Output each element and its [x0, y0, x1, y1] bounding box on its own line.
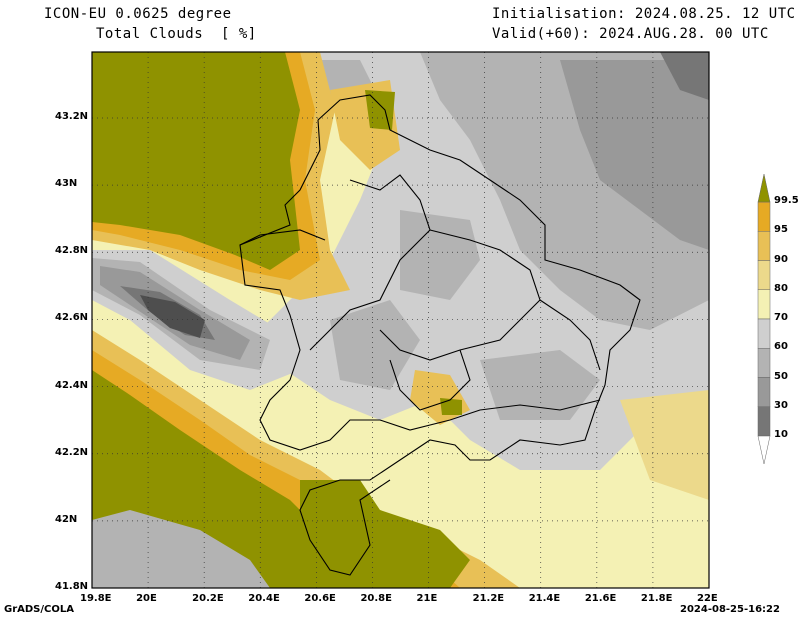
colorbar-min-arrow — [757, 435, 771, 465]
lon-tick-label: 21.8E — [640, 593, 673, 604]
colorbar-max-arrow — [757, 173, 771, 203]
colorbar-label: 99.5 — [774, 195, 799, 206]
lat-tick-label: 42N — [55, 513, 78, 525]
lat-tick-label: 42.6N — [55, 312, 89, 324]
colorbar-segment — [757, 260, 771, 290]
admin-borders — [239, 94, 641, 576]
lon-tick-label: 22E — [697, 593, 718, 604]
colorbar-label: 70 — [774, 312, 788, 323]
lon-tick-label: 21E — [416, 593, 438, 604]
lon-tick-label: 20.2E — [192, 593, 224, 604]
colorbar-segment — [757, 289, 771, 320]
model-title: ICON-EU 0.0625 degree — [44, 6, 232, 22]
lat-tick-label: 42.2N — [55, 446, 89, 458]
lon-tick-label: 20.6E — [304, 593, 336, 604]
lon-tick-label: 21.2E — [472, 593, 505, 604]
lat-tick-label: 43.2N — [55, 111, 89, 122]
valid-time: Valid(+60): 2024.AUG.28. 00 UTC — [492, 26, 769, 42]
lat-tick-label: 42.4N — [55, 379, 89, 391]
lon-tick-label: 19.8E — [80, 593, 112, 604]
map-frame — [91, 51, 710, 589]
lon-tick-label: 20E — [136, 593, 157, 604]
colorbar-label: 10 — [774, 429, 788, 440]
lon-tick-label: 21.4E — [528, 593, 561, 604]
variable-title: Total Clouds [ %] — [96, 26, 257, 42]
lat-tick-label: 41.8N — [55, 581, 89, 592]
colorbar-label: 95 — [774, 224, 788, 236]
colorbar-label: 90 — [774, 253, 788, 265]
colorbar-segment — [757, 406, 771, 437]
colorbar-segment — [757, 231, 771, 261]
lon-tick-label: 20.8E — [360, 593, 392, 604]
colorbar-label: 80 — [774, 282, 788, 294]
footer-left: GrADS/COLA — [4, 604, 74, 615]
colorbar-label: 50 — [774, 370, 788, 382]
colorbar — [757, 173, 771, 465]
lat-tick-label: 43N — [55, 178, 78, 190]
lon-tick-label: 20.4E — [248, 593, 280, 604]
colorbar-segment — [757, 348, 771, 378]
lat-tick-label: 42.8N — [55, 245, 89, 257]
lon-tick-label: 21.6E — [584, 593, 617, 604]
colorbar-label: 60 — [774, 341, 788, 353]
cloud-field — [92, 52, 709, 588]
colorbar-segment — [757, 318, 771, 349]
colorbar-segment — [757, 377, 771, 407]
footer-right: 2024-08-25-16:22 — [680, 604, 780, 615]
colorbar-label: 30 — [774, 399, 788, 411]
colorbar-segment — [757, 201, 771, 232]
init-time: Initialisation: 2024.08.25. 12 UTC — [492, 6, 796, 22]
